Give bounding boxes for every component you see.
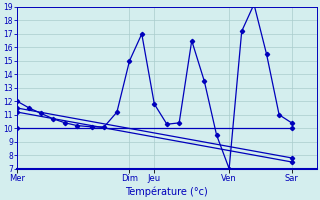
X-axis label: Température (°c): Température (°c)	[125, 186, 208, 197]
